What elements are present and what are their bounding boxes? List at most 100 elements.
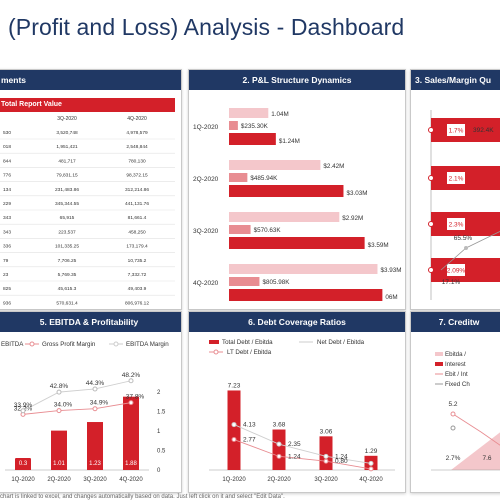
sm-label-box [447, 218, 465, 230]
eb-bar [123, 396, 139, 470]
eb-bar-label: 1.01 [53, 461, 65, 467]
pl-data-label: 1.04M [271, 111, 289, 118]
eb-y-tick: 0 [157, 468, 161, 474]
pl-data-label: $235.30K [241, 123, 269, 130]
eb-bar-label-bg [88, 458, 102, 467]
pl-data-label: $570.63K [254, 227, 282, 234]
table-cell: 345,344.55 [55, 201, 79, 207]
sm-label-box [447, 264, 465, 276]
table-cell: 134 [3, 187, 11, 193]
cw-legend-label: Ebitda / [445, 351, 466, 358]
eb-legend-em: EBITDA Margin [126, 341, 169, 348]
table-cell: 312,214.86 [125, 187, 149, 193]
sm-line-point [464, 246, 468, 250]
debt-coverage-chart: Total Debt / Ebitda Net Debt / Ebitda LT D… [209, 339, 395, 483]
table-cell: 2,548,844 [126, 144, 148, 150]
table-cell: 79,831.15 [56, 173, 78, 179]
sm-row-label: 2.09% [447, 268, 466, 275]
pl-category-label: 4Q-2020 [193, 280, 219, 287]
pl-data-label: $1.24M [279, 138, 300, 145]
eb-point-em [20, 408, 26, 414]
dc-point-label-net: 1.24 [335, 453, 348, 460]
table-cell: 7,332.72 [128, 272, 147, 278]
card-pl-structure-header: 2. P&L Structure Dynamics [189, 70, 405, 90]
eb-bar-label-bg [52, 458, 66, 467]
dc-point-net [323, 453, 329, 459]
dc-legend-lt-marker [213, 349, 219, 355]
table-cell: 23 [3, 272, 9, 278]
table-cell: 98,372.15 [126, 173, 148, 179]
card-debt-coverage-header: 6. Debt Coverage Ratios [189, 312, 405, 332]
dc-point-lt [368, 466, 374, 472]
card-creditworthiness-header: 7. Creditw [411, 312, 500, 332]
table-cell: 5,769.35 [58, 272, 77, 278]
cw-legend-swatch [435, 352, 443, 356]
report-table: 3Q-2020 4Q-2020 530 3,520,748 4,978,579 018 1,… [0, 116, 175, 306]
dc-legend-lt: LT Debt / Ebitda [227, 349, 272, 356]
table-cell: 776 [3, 173, 11, 179]
table-cell: 844 [3, 158, 11, 164]
pl-data-label: $3.03M [346, 190, 367, 197]
eb-legend-gpm-marker [29, 341, 35, 347]
pl-data-label: $3.93M [380, 267, 401, 274]
card-ebitda: 5. EBITDA & Profitability EBITDA Gross Pr… [0, 311, 182, 493]
table-cell: 570,631.4 [56, 300, 78, 306]
table-cell: 7,706.25 [58, 258, 77, 264]
page-title: (Profit and Loss) Analysis - Dashboard [8, 14, 405, 40]
sm-point [428, 221, 434, 227]
pl-data-label: $485.94K [250, 175, 278, 182]
eb-point-em [56, 389, 62, 395]
dc-legend-net: Net Debt / Ebitda [317, 339, 365, 346]
dc-category-label: 2Q-2020 [267, 477, 291, 483]
eb-y-tick: 1.5 [157, 410, 166, 416]
dc-line-lt [233, 439, 372, 470]
dc-category-label: 3Q-2020 [314, 477, 338, 483]
dc-point-net [231, 422, 237, 428]
dc-bar-label: 1.29 [365, 448, 378, 455]
table-cell: 65,915 [60, 215, 75, 221]
eb-bar-label: 1.88 [125, 461, 137, 467]
eb-point-label-gpm: 37.8% [126, 394, 145, 401]
cw-line [452, 413, 500, 446]
pl-data-label: $3.59M [368, 242, 389, 249]
pl-data-label: 06M [385, 294, 397, 301]
sm-value-label: 392.4K [473, 127, 494, 134]
cw-legend-label: Ebit / Int [445, 371, 468, 378]
pl-bar [229, 264, 378, 274]
cw-legend-swatch [435, 362, 443, 366]
pl-bar [229, 133, 276, 145]
eb-point-label-em: 44.3% [86, 380, 105, 387]
dc-legend-total-swatch [209, 340, 219, 344]
table-cell: 018 [3, 144, 11, 150]
pl-bar [229, 121, 238, 130]
table-cell: 173,179.4 [126, 244, 148, 250]
dc-bar [272, 429, 286, 470]
table-cell: 49,403.9 [128, 286, 147, 292]
sm-label-box [447, 124, 465, 136]
eb-point-label-em: 42.8% [50, 383, 69, 390]
eb-category-label: 3Q-2020 [83, 477, 107, 483]
pl-bar [229, 212, 340, 222]
table-cell: 231,483.86 [55, 187, 79, 193]
cw-point-label: 7.6 [482, 455, 491, 462]
sm-row-label: 2.3% [449, 222, 464, 229]
eb-category-label: 2Q-2020 [47, 477, 71, 483]
dc-bar-label: 7.23 [228, 382, 241, 389]
eb-bar-label: 0.3 [19, 461, 28, 467]
card-pl-structure: 2. P&L Structure Dynamics 1Q-2020 1.04M $2… [188, 69, 406, 310]
sm-point [428, 127, 434, 133]
eb-point-gpm [128, 400, 134, 406]
table-cell: 530 [3, 130, 11, 136]
card-sales-margin-header: 3. Sales/Margin Qu [411, 70, 500, 90]
table-cell: 825 [3, 286, 11, 292]
eb-legend-gpm: Gross Profit Margin [42, 341, 96, 348]
table-cell: 229 [3, 201, 11, 207]
sm-bar [431, 212, 500, 236]
cw-point [450, 411, 456, 417]
pl-bar [229, 225, 251, 234]
footer-note: chart is linked to excel, and changes au… [0, 494, 285, 500]
eb-point-em [128, 378, 134, 384]
card-debt-coverage: 6. Debt Coverage Ratios Total Debt / Ebi… [188, 311, 406, 493]
eb-point-label-em: 33.9% [14, 402, 33, 409]
eb-y-tick: 0.5 [157, 449, 166, 455]
